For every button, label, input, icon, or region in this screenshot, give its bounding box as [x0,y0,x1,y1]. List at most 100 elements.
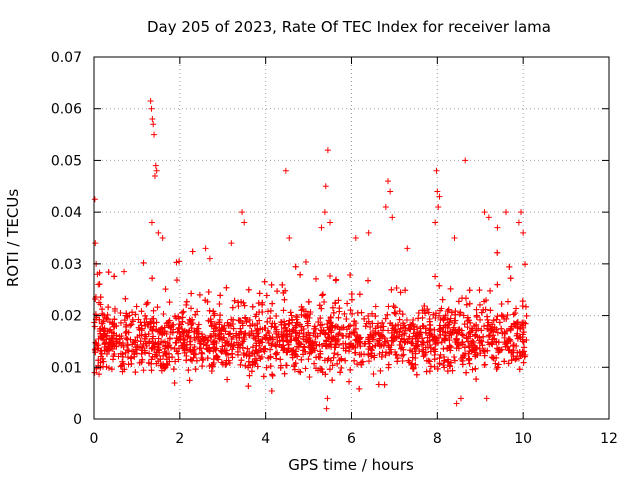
data-point [385,342,392,349]
data-point [206,255,213,262]
data-point [91,196,98,203]
data-point [208,334,215,341]
data-point [186,377,193,384]
data-point [150,320,157,327]
data-point [281,370,288,377]
data-point [426,368,433,375]
data-point [99,334,106,341]
data-point [213,340,220,347]
data-point [352,349,359,356]
data-point [442,312,449,319]
data-point [105,304,112,311]
data-point [158,367,165,374]
data-point [166,317,173,324]
data-point [262,324,269,331]
data-point [228,336,235,343]
data-point [451,317,458,324]
data-point [159,325,166,332]
data-point [459,331,465,338]
data-point [409,354,416,361]
data-point [109,356,116,363]
data-point [122,295,129,302]
data-point [177,336,184,343]
data-point [216,300,223,307]
data-point [279,281,286,288]
data-point [434,188,441,195]
data-point [316,354,323,361]
data-point [274,349,281,356]
data-point [160,310,167,317]
data-point [204,355,211,362]
x-tick-label: 10 [514,431,532,447]
data-point [140,340,147,347]
data-point [414,343,421,350]
data-point [372,342,379,349]
data-point [153,167,160,174]
data-point [246,322,253,329]
data-point [151,131,158,138]
data-point [347,272,354,279]
data-point [391,310,398,317]
data-point [174,328,181,335]
data-point [490,317,497,324]
data-point [314,333,321,340]
data-point [297,271,304,278]
data-point [102,314,109,321]
data-point [105,269,112,276]
data-point [362,323,369,330]
data-point [121,366,128,373]
data-point [472,332,479,339]
data-point [426,358,433,365]
data-point [303,331,310,338]
data-point [147,97,154,104]
data-point [472,331,479,338]
data-point [505,360,512,367]
data-point [370,371,377,378]
data-point [517,353,524,360]
data-point [180,339,187,346]
data-point [367,346,374,353]
data-point [111,308,118,315]
data-point [319,292,326,299]
data-point [145,359,152,366]
x-axis-label: GPS time / hours [288,456,414,474]
data-point [117,363,124,370]
data-point [241,314,248,321]
data-point [366,336,373,343]
data-point [261,278,268,285]
data-point [181,342,188,349]
data-point [212,346,219,353]
data-point [198,349,205,356]
data-point [122,323,129,330]
data-point [481,209,488,216]
data-point [472,344,479,351]
data-point [263,364,270,371]
data-point [151,172,158,179]
data-point [467,319,474,326]
data-point [173,335,180,342]
data-point [101,347,108,354]
data-point [284,327,291,334]
data-point [471,323,478,330]
data-point [356,385,363,392]
data-point [263,292,270,299]
data-point [484,347,491,354]
data-point [338,356,345,363]
data-point [484,325,491,332]
data-point [354,361,361,368]
data-point [385,361,392,368]
data-point [438,339,445,346]
data-point [228,240,235,247]
data-point [381,335,388,342]
data-point [225,331,232,338]
data-point [217,292,224,299]
data-point [283,349,290,356]
data-point [395,321,402,328]
data-point [162,286,169,293]
data-point [139,344,146,351]
data-point [382,203,389,210]
data-point [235,299,242,306]
data-point [482,361,489,368]
data-point [325,343,332,350]
data-point [282,324,289,331]
